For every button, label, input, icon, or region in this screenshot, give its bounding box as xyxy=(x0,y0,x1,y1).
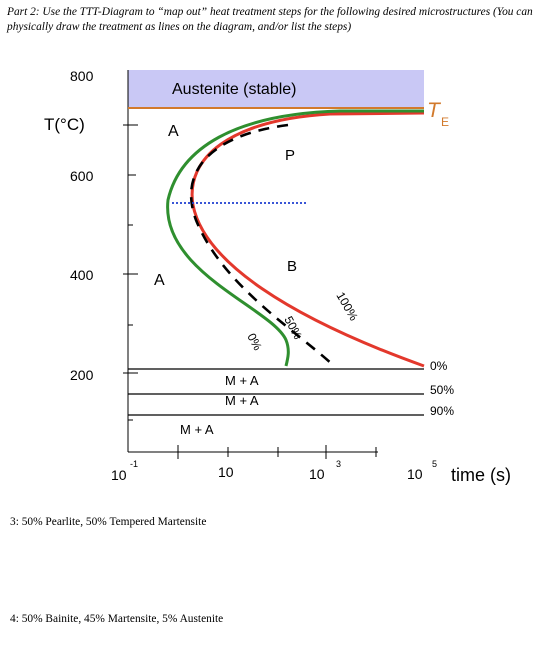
austenite-stable-label: Austenite (stable) xyxy=(172,81,297,98)
label-a-left: A xyxy=(154,272,165,289)
martensite-pct-0: 0% xyxy=(430,359,448,373)
label-m-a-2: M + A xyxy=(225,393,259,408)
label-a-top: A xyxy=(168,123,179,140)
label-m-a-3: M + A xyxy=(180,422,214,437)
y-axis-label: T(°C) xyxy=(44,115,85,134)
question-3: 3: 50% Pearlite, 50% Tempered Martensite xyxy=(10,516,207,528)
finish-curve-100pct xyxy=(190,111,425,368)
label-b: B xyxy=(287,258,297,275)
martensite-lines xyxy=(128,368,424,416)
x-tick-1e1: 10 xyxy=(218,464,234,480)
svg-text:-1: -1 xyxy=(130,459,138,469)
x-tick-1e-1: 10 -1 xyxy=(111,459,138,483)
x-tick-1e3: 10 3 xyxy=(309,459,341,482)
te-label: T E xyxy=(427,99,449,129)
x-tick-marks xyxy=(177,445,377,459)
y-tick-600: 600 xyxy=(70,168,94,184)
midpoint-curve-50pct xyxy=(189,123,334,366)
label-p: P xyxy=(285,147,295,164)
y-tick-400: 400 xyxy=(70,267,94,283)
svg-text:10: 10 xyxy=(111,467,127,483)
curve-label-0pct: 0% xyxy=(244,331,265,353)
svg-text:10: 10 xyxy=(309,466,325,482)
svg-text:10: 10 xyxy=(407,466,423,482)
x-axis-label: time (s) xyxy=(451,465,511,485)
svg-text:T: T xyxy=(427,99,442,122)
y-tick-200: 200 xyxy=(70,367,94,383)
svg-text:5: 5 xyxy=(432,459,437,469)
curve-label-100pct: 100% xyxy=(333,290,361,324)
instructions-text: Part 2: Use the TTT-Diagram to “map out”… xyxy=(7,6,533,33)
austenite-stable-region xyxy=(128,70,424,107)
svg-text:3: 3 xyxy=(336,459,341,469)
question-4: 4: 50% Bainite, 45% Martensite, 5% Auste… xyxy=(10,613,224,625)
svg-text:10: 10 xyxy=(218,464,234,480)
label-m-a-1: M + A xyxy=(225,373,259,388)
martensite-pct-90: 90% xyxy=(430,404,454,418)
start-curve-0pct xyxy=(166,109,424,367)
svg-text:E: E xyxy=(441,115,449,129)
x-tick-1e5: 10 5 xyxy=(407,459,437,482)
martensite-pct-50: 50% xyxy=(430,383,454,397)
y-tick-800: 800 xyxy=(70,68,94,84)
y-tick-marks xyxy=(123,124,138,421)
